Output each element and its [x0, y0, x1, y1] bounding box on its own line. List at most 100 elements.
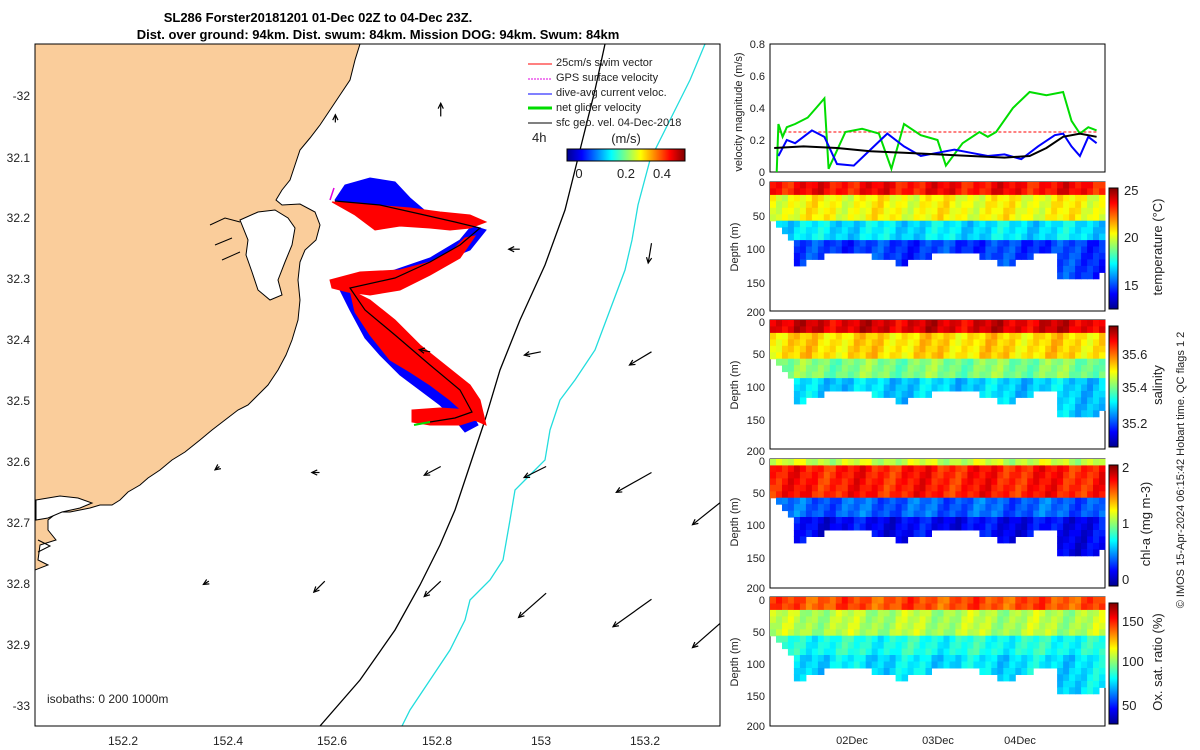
section-cell	[871, 352, 879, 360]
section-cell	[1081, 358, 1088, 366]
section-cell	[805, 240, 813, 248]
section-cell	[955, 246, 962, 254]
section-cell	[901, 609, 909, 617]
section-cell	[1057, 220, 1064, 228]
section-cell	[782, 345, 789, 353]
section-cell	[1051, 188, 1058, 196]
geo-velocity-arrow	[419, 349, 431, 353]
section-cell	[1081, 410, 1088, 418]
section-heatmap	[769, 181, 1119, 312]
section-cell	[1063, 680, 1070, 688]
section-cell	[889, 504, 897, 512]
section-cell	[1081, 517, 1088, 524]
section-cell	[925, 390, 932, 398]
section-cell	[1003, 194, 1010, 202]
section-xtick: 02Dec	[836, 735, 868, 747]
section-cell	[1027, 365, 1034, 373]
section-cell	[1069, 233, 1076, 241]
section-cell	[955, 214, 962, 222]
section-cell	[1093, 240, 1100, 248]
section-cell	[895, 207, 903, 215]
section-cell	[1093, 530, 1100, 537]
section-cell	[1033, 188, 1040, 196]
chl-ytick: 100	[747, 520, 765, 532]
section-cell	[991, 629, 998, 637]
section-cell	[877, 635, 885, 643]
section-cell	[1021, 320, 1028, 327]
section-cell	[943, 358, 950, 366]
section-cell	[1021, 246, 1028, 254]
section-cell	[973, 240, 980, 248]
section-cell	[961, 459, 968, 466]
section-cell	[1093, 635, 1100, 643]
section-cell	[877, 648, 885, 656]
section-cell	[937, 484, 944, 492]
section-cell	[817, 642, 825, 650]
section-cell	[811, 371, 819, 379]
section-cell	[787, 188, 795, 196]
section-cell	[1021, 252, 1028, 260]
section-cell	[1081, 622, 1088, 630]
section-cell	[1075, 188, 1082, 196]
section-cell	[793, 246, 801, 254]
section-cell	[1051, 358, 1058, 366]
section-cell	[961, 214, 968, 222]
section-cell	[895, 246, 903, 254]
section-cell	[1075, 549, 1082, 557]
section-cell	[817, 194, 825, 202]
section-cell	[979, 523, 986, 531]
section-cell	[1093, 397, 1100, 405]
section-cell	[841, 358, 849, 366]
section-cell	[787, 326, 795, 334]
section-cell	[1045, 491, 1052, 499]
section-cell	[961, 345, 968, 353]
section-cell	[1051, 635, 1058, 643]
section-cell	[1081, 542, 1088, 550]
section-cell	[919, 371, 927, 379]
section-cell	[859, 484, 867, 492]
section-cell	[865, 345, 873, 353]
section-cell	[835, 378, 843, 386]
section-cell	[865, 339, 873, 347]
section-cell	[853, 648, 861, 656]
section-cell	[1003, 622, 1010, 630]
section-cell	[793, 378, 801, 386]
section-cell	[865, 326, 873, 334]
section-cell	[931, 609, 938, 617]
section-cell	[805, 661, 813, 669]
section-cell	[1063, 642, 1070, 650]
section-cell	[991, 635, 998, 643]
section-xtick: 04Dec	[1004, 735, 1036, 747]
section-cell	[1039, 597, 1046, 604]
section-cell	[799, 465, 807, 473]
section-cell	[967, 332, 974, 340]
section-cell	[877, 326, 885, 334]
section-cell	[793, 484, 801, 492]
section-cell	[889, 655, 897, 662]
section-cell	[1069, 478, 1076, 486]
section-cell	[1003, 478, 1010, 486]
section-cell	[853, 240, 861, 248]
section-cell	[787, 465, 795, 473]
section-cell	[859, 648, 867, 656]
section-cell	[895, 188, 903, 196]
section-cell	[1069, 661, 1076, 669]
section-cell	[931, 188, 938, 196]
section-cell	[967, 497, 974, 505]
section-cell	[1063, 597, 1070, 604]
section-cell	[1075, 465, 1082, 473]
section-cell	[853, 227, 861, 235]
section-cell	[895, 326, 903, 334]
section-cell	[793, 478, 801, 486]
section-cell	[1033, 622, 1040, 630]
section-cell	[883, 478, 891, 486]
section-cell	[1015, 332, 1022, 340]
section-cell	[1009, 661, 1016, 669]
section-cell	[907, 622, 915, 630]
section-cell	[1075, 542, 1082, 550]
section-cell	[811, 491, 819, 499]
section-cell	[841, 622, 849, 630]
section-cell	[913, 642, 921, 650]
section-cell	[1009, 471, 1016, 479]
section-cell	[955, 365, 962, 373]
